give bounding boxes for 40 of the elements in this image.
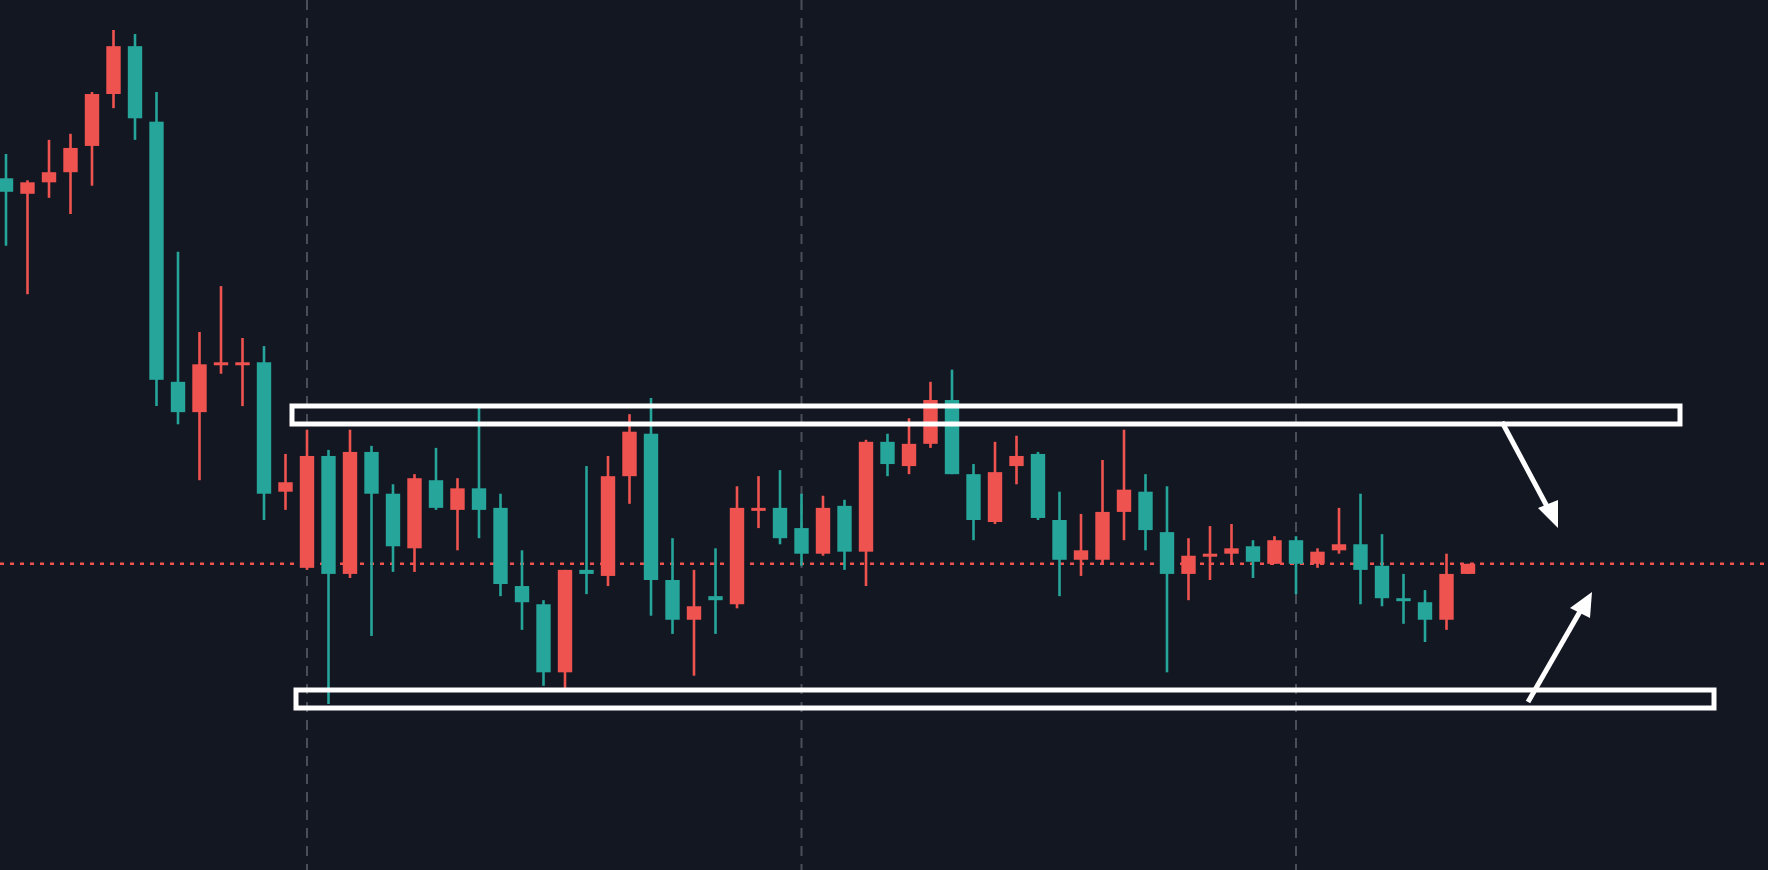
candlestick: [815, 494, 831, 558]
candlestick: [278, 452, 293, 512]
candlestick: [235, 336, 250, 408]
candlestick: [1116, 428, 1132, 542]
candlestick: [106, 28, 121, 110]
candlestick: [901, 416, 917, 476]
candlestick: [751, 474, 766, 530]
candlestick: [1396, 572, 1411, 626]
candlestick: [579, 464, 594, 596]
candlestick: [708, 547, 723, 636]
candlestick: [1052, 490, 1067, 598]
candlestick: [170, 250, 186, 426]
candlestick: [1245, 538, 1261, 580]
candlestick: [0, 152, 14, 247]
candlestick: [1374, 532, 1390, 608]
candlestick: [1331, 506, 1347, 555]
candlestick: [364, 444, 379, 638]
candlestick: [1353, 492, 1368, 606]
candlestick: [880, 432, 895, 478]
candlestick: [514, 549, 530, 632]
candlestick: [1009, 434, 1024, 486]
candlestick: [1417, 588, 1433, 644]
candlestick: [1159, 485, 1175, 674]
candlestick: [471, 404, 487, 540]
candlestick: [20, 179, 35, 296]
candlestick: [665, 536, 680, 636]
candlestick: [41, 138, 57, 200]
candlestick: [794, 492, 809, 568]
candlestick: [622, 412, 637, 506]
candlestick: [837, 498, 852, 572]
candlestick: [450, 476, 465, 552]
candlestick: [1288, 534, 1304, 596]
candlestick: [772, 468, 788, 546]
candlestick: [192, 330, 207, 482]
candlestick: [63, 132, 78, 216]
candlestick: [213, 284, 229, 376]
candlestick: [966, 462, 981, 542]
candlestick: [1138, 472, 1153, 552]
candlestick: [428, 446, 444, 512]
candlestick: [686, 568, 702, 677]
